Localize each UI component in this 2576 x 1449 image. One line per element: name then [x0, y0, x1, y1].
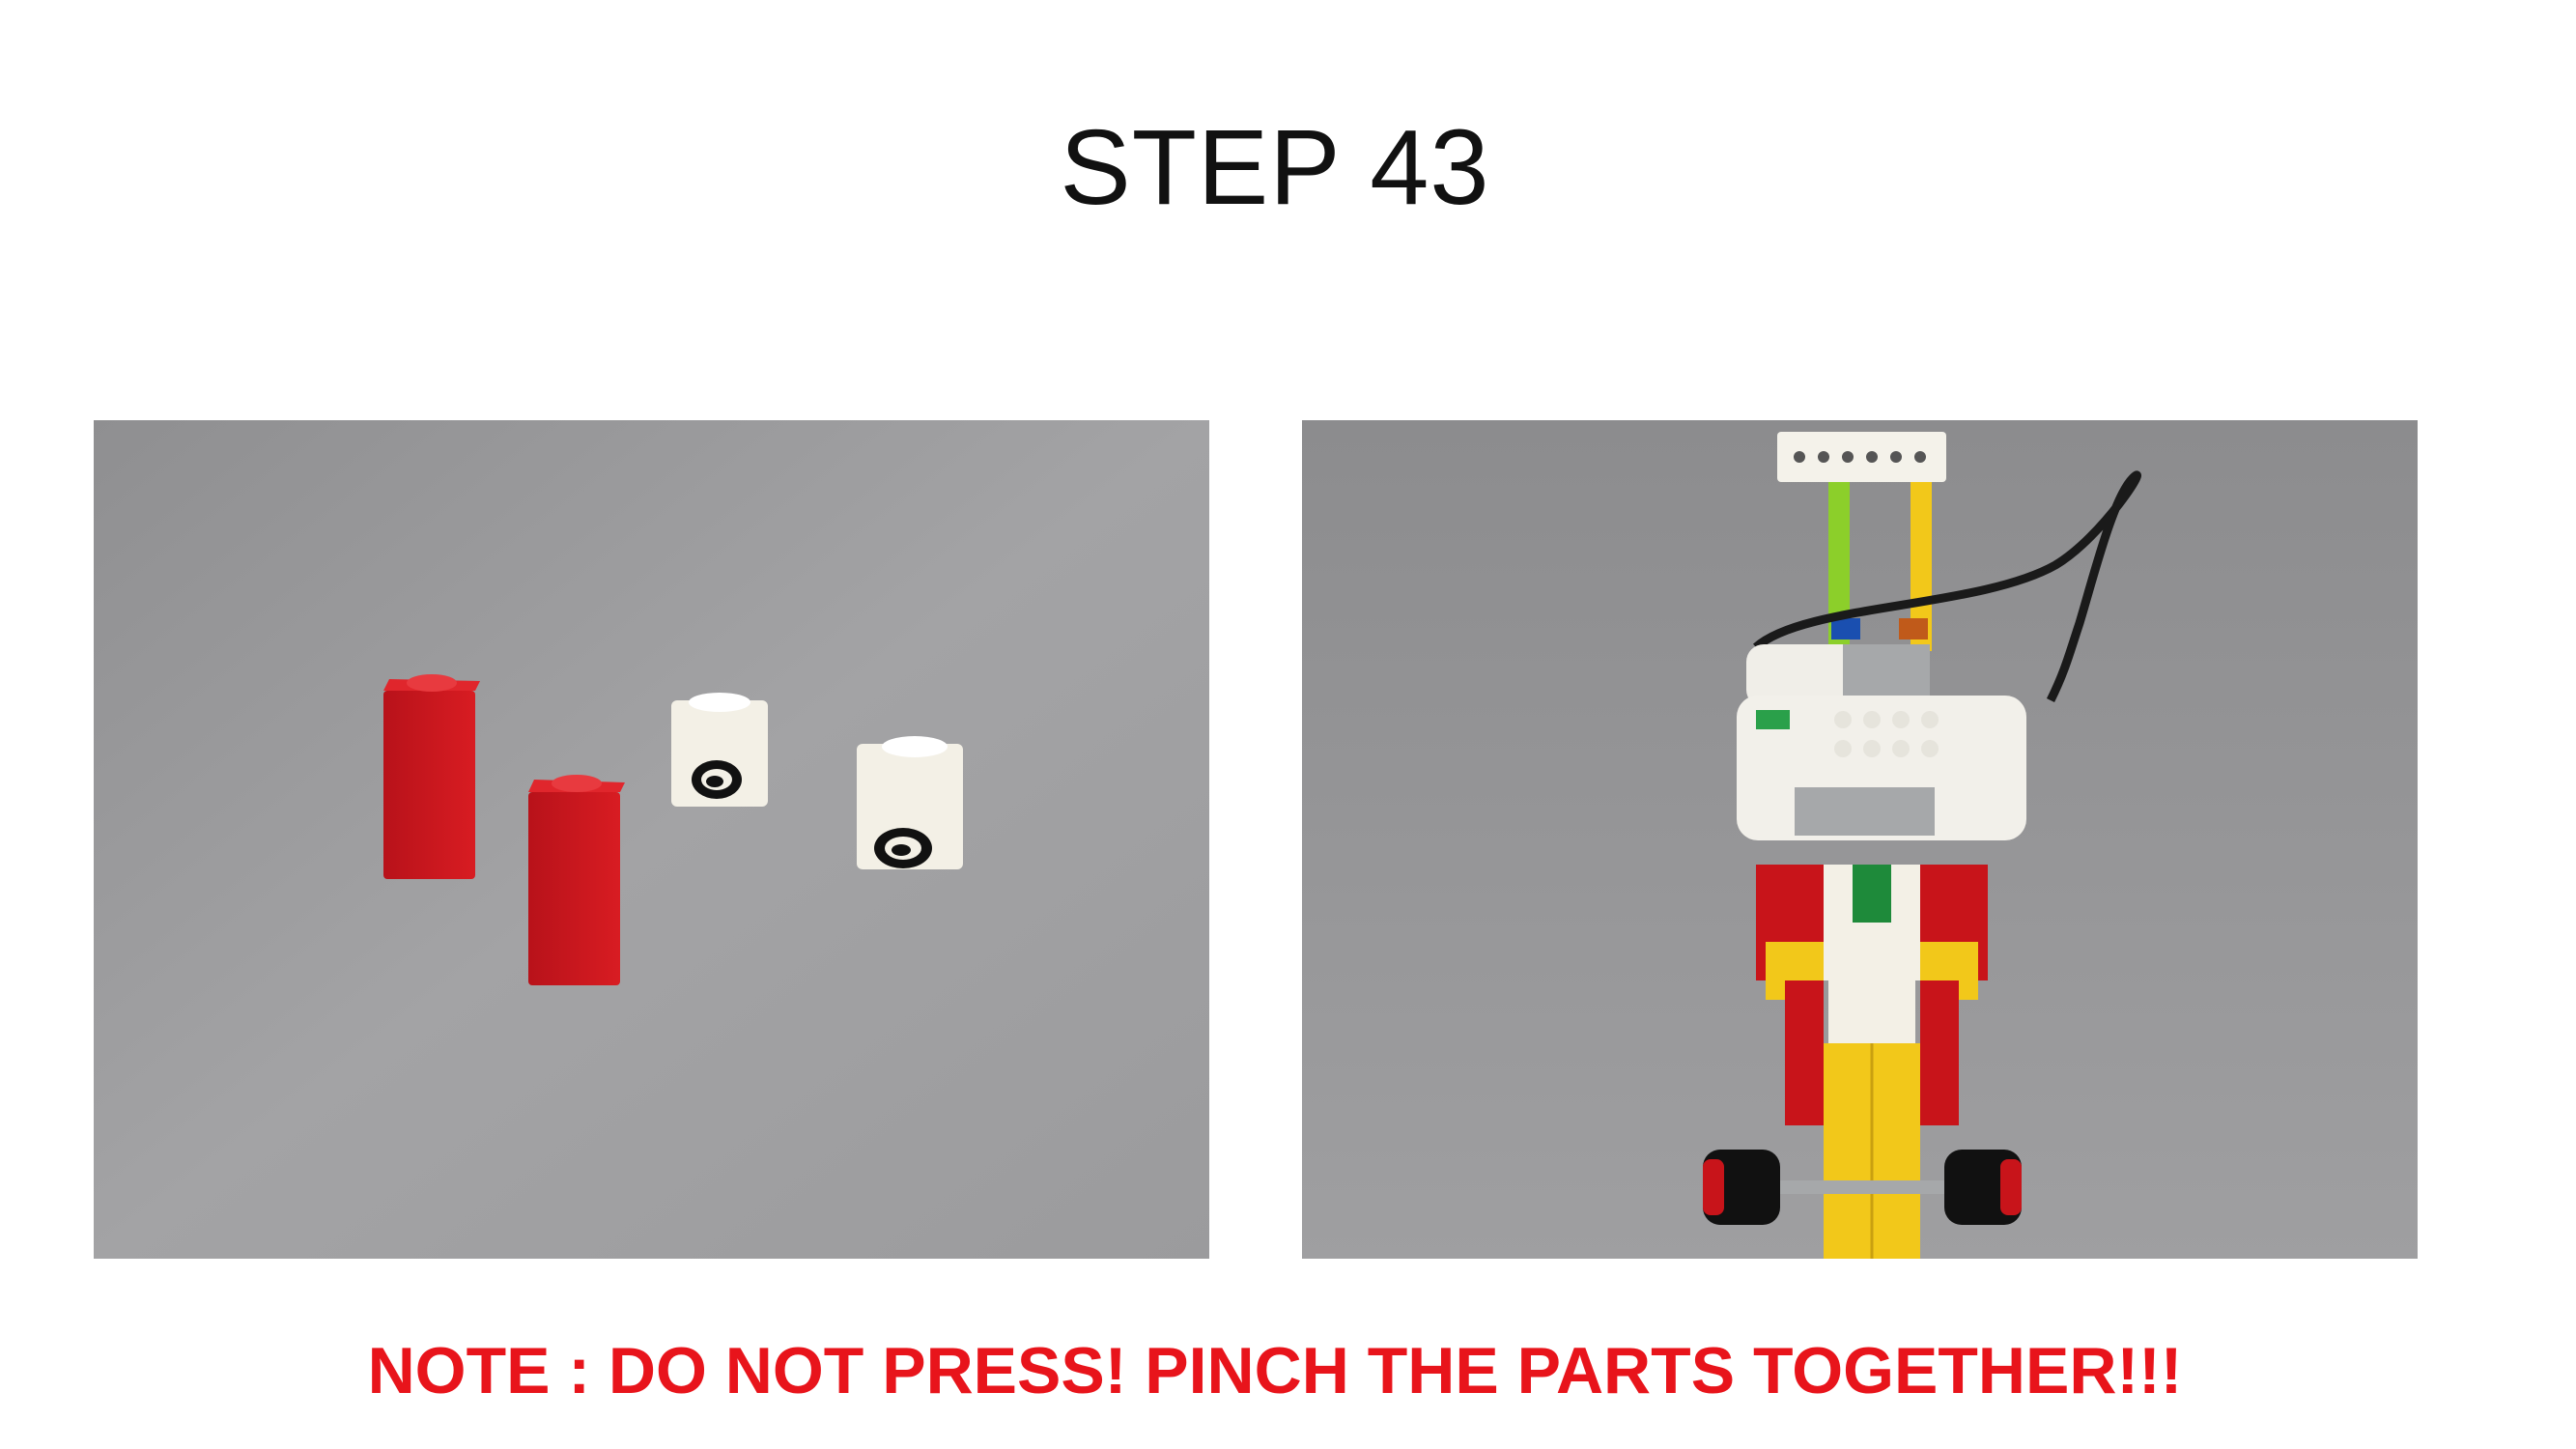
step-title: STEP 43	[1060, 108, 1490, 227]
right-wheel	[1944, 1150, 2022, 1225]
white-eye-brick-1	[671, 693, 768, 807]
white-eye-brick-2	[857, 736, 963, 869]
loose-bricks-photo	[94, 420, 1209, 1259]
red-brick-1	[383, 674, 480, 879]
assembled-model-photo	[1302, 420, 2418, 1259]
red-brick-2	[528, 775, 625, 985]
warning-note: NOTE : DO NOT PRESS! PINCH THE PARTS TOG…	[367, 1334, 2183, 1407]
left-wheel	[1703, 1150, 1780, 1225]
